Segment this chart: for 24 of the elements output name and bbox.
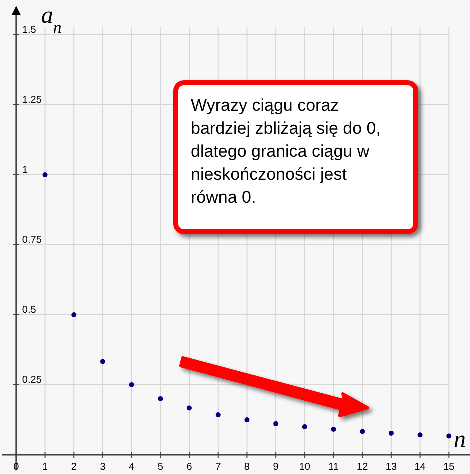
x-tick-label: 4 — [129, 462, 136, 473]
y-axis-title: a$_{n}$ — [41, 3, 62, 36]
x-tick-label: 2 — [71, 462, 78, 473]
x-tick-label: 14 — [414, 462, 426, 473]
x-tick-label: 11 — [328, 462, 340, 473]
x-tick-label: 10 — [299, 462, 311, 473]
y-tick-label: 0.25 — [22, 375, 42, 386]
x-tick-label: 9 — [273, 462, 280, 473]
x-tick-label: 8 — [244, 462, 250, 473]
x-tick-label: 5 — [158, 462, 164, 473]
y-tick-label: 1.25 — [22, 95, 42, 106]
x-tick-label: 12 — [357, 462, 369, 473]
x-tick-label: 3 — [100, 462, 106, 473]
y-tick-label: 0.75 — [22, 235, 42, 246]
x-tick-label: 15 — [444, 462, 456, 473]
x-tick-label: 0 — [14, 462, 20, 473]
x-tick-label: 7 — [216, 462, 222, 473]
x-tick-label: 13 — [386, 462, 398, 473]
y-tick-label: 1.5 — [22, 25, 37, 36]
y-tick-label: 0.5 — [22, 305, 37, 316]
x-axis-title: n — [454, 427, 466, 453]
annotation: Wyrazy ciągu coraz bardziej zbliżają się do 0, dlatego granica ciągu w nieskończoności jest równa 0. — [191, 96, 381, 207]
y-tick-label: 1 — [22, 165, 28, 176]
x-tick-label: 6 — [186, 462, 193, 473]
